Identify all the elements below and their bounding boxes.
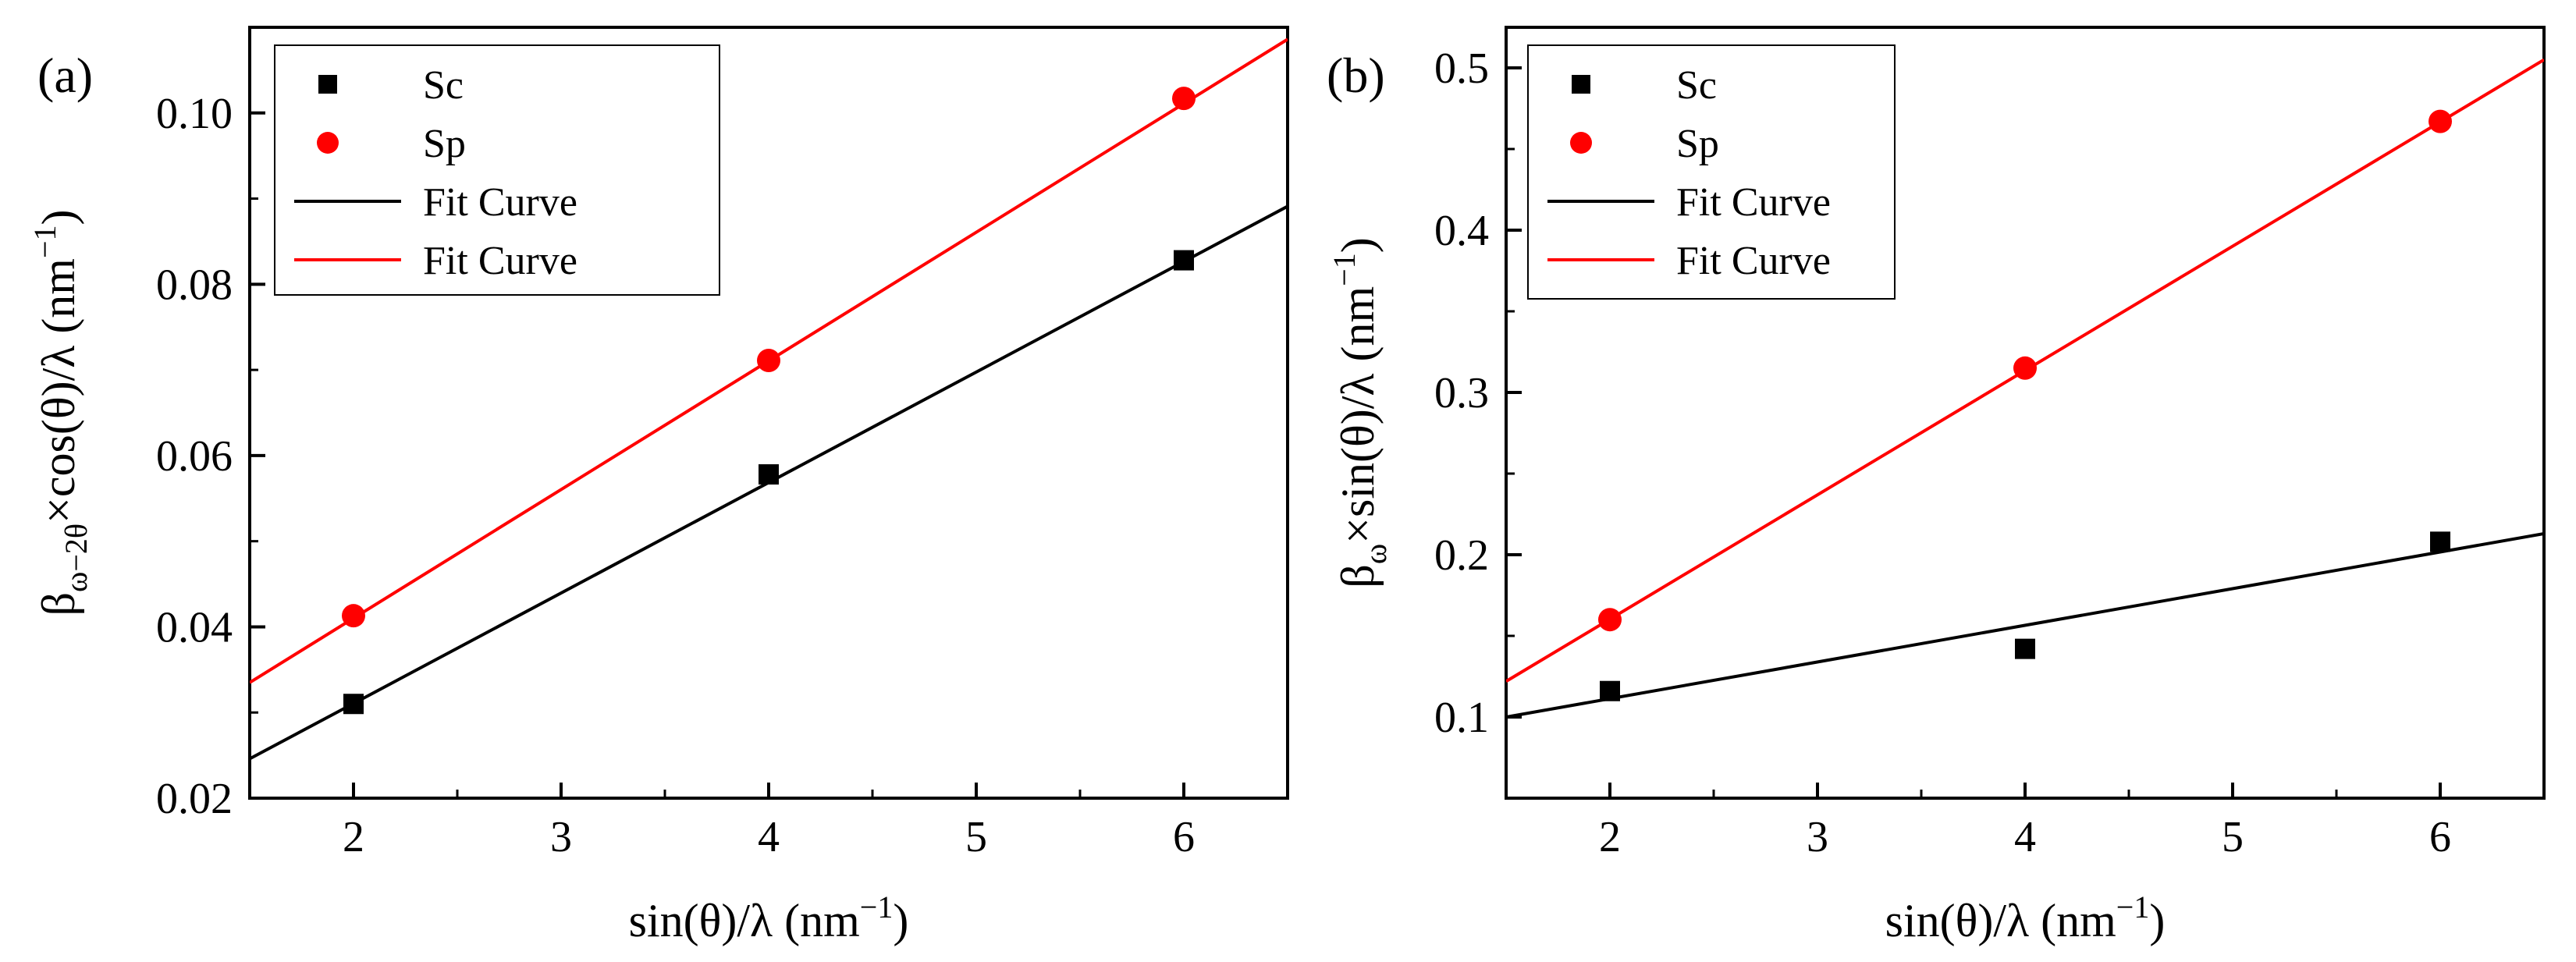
data-point-sp — [1172, 87, 1196, 111]
data-point-sc — [1174, 250, 1194, 271]
x-tick-label: 5 — [2222, 813, 2244, 861]
y-tick-label: 0.3 — [1434, 369, 1489, 417]
legend-symbol-sc — [1572, 75, 1590, 94]
x-tick-label: 3 — [1807, 813, 1828, 861]
x-tick-label: 4 — [758, 813, 780, 861]
y-tick-label: 0.04 — [156, 603, 233, 651]
y-tick-label: 0.08 — [156, 261, 233, 309]
legend-label: Sp — [1676, 122, 1719, 166]
y-tick-label: 0.5 — [1434, 44, 1489, 93]
data-point-sp — [2013, 356, 2037, 380]
y-tick-label: 0.10 — [156, 90, 233, 138]
data-point-sp — [1598, 608, 1622, 632]
data-point-sp — [757, 349, 780, 373]
data-point-sp — [342, 604, 365, 628]
legend-label: Sp — [423, 122, 466, 166]
y-tick-label: 0.06 — [156, 432, 233, 481]
x-tick-label: 5 — [965, 813, 987, 861]
legend-label: Sc — [1676, 63, 1717, 108]
legend: Sc Sp Fit Curve Fit Curve — [274, 44, 720, 296]
x-axis-label: sin(θ)/λ (nm−1) — [1885, 889, 2166, 946]
chart-panel-b: (b) 2 3 4 5 6 0.1 0.2 0.3 0.4 0.5 sin(θ)/λ (nm−1) βω… — [1327, 26, 2546, 946]
x-tick-label: 3 — [550, 813, 572, 861]
chart-panel-a: (a) 2 3 4 5 6 0.02 0.04 0.06 0.08 0.10 sin(θ)/λ (nm… — [27, 26, 1289, 946]
legend-symbol-sp — [1570, 132, 1592, 154]
y-axis-label: βω×sin(θ)/λ (nm−1) — [1327, 237, 1393, 587]
x-tick-label: 2 — [1599, 813, 1621, 861]
panel-label: (a) — [37, 48, 93, 103]
data-point-sp — [2429, 109, 2452, 133]
legend-symbol-sc — [318, 75, 337, 94]
legend-label: Fit Curve — [1676, 239, 1831, 283]
y-tick-label: 0.2 — [1434, 531, 1489, 580]
y-tick-label: 0.1 — [1434, 694, 1489, 742]
x-tick-label: 6 — [1173, 813, 1195, 861]
legend-label: Fit Curve — [423, 239, 577, 283]
y-axis-label: βω−2θ×cos(θ)/λ (nm−1) — [27, 209, 94, 616]
data-point-sc — [2015, 638, 2035, 659]
x-tick-label: 6 — [2429, 813, 2451, 861]
legend-label: Fit Curve — [1676, 180, 1831, 225]
legend-label: Fit Curve — [423, 180, 577, 225]
data-point-sc — [343, 694, 364, 715]
data-point-sc — [2430, 531, 2450, 552]
y-tick-label: 0.4 — [1434, 207, 1489, 255]
legend-symbol-sp — [317, 132, 339, 154]
legend-label: Sc — [423, 63, 464, 108]
y-tick-label: 0.02 — [156, 775, 233, 823]
legend: Sc Sp Fit Curve Fit Curve — [1527, 44, 1896, 300]
data-point-sc — [759, 464, 779, 485]
fit-line-sc — [1506, 531, 2544, 719]
x-tick-label: 2 — [343, 813, 364, 861]
panel-label: (b) — [1327, 48, 1385, 103]
legend-box — [274, 44, 720, 296]
x-tick-label: 4 — [2014, 813, 2036, 861]
data-point-sc — [1600, 680, 1620, 701]
x-axis-label: sin(θ)/λ (nm−1) — [629, 889, 909, 946]
